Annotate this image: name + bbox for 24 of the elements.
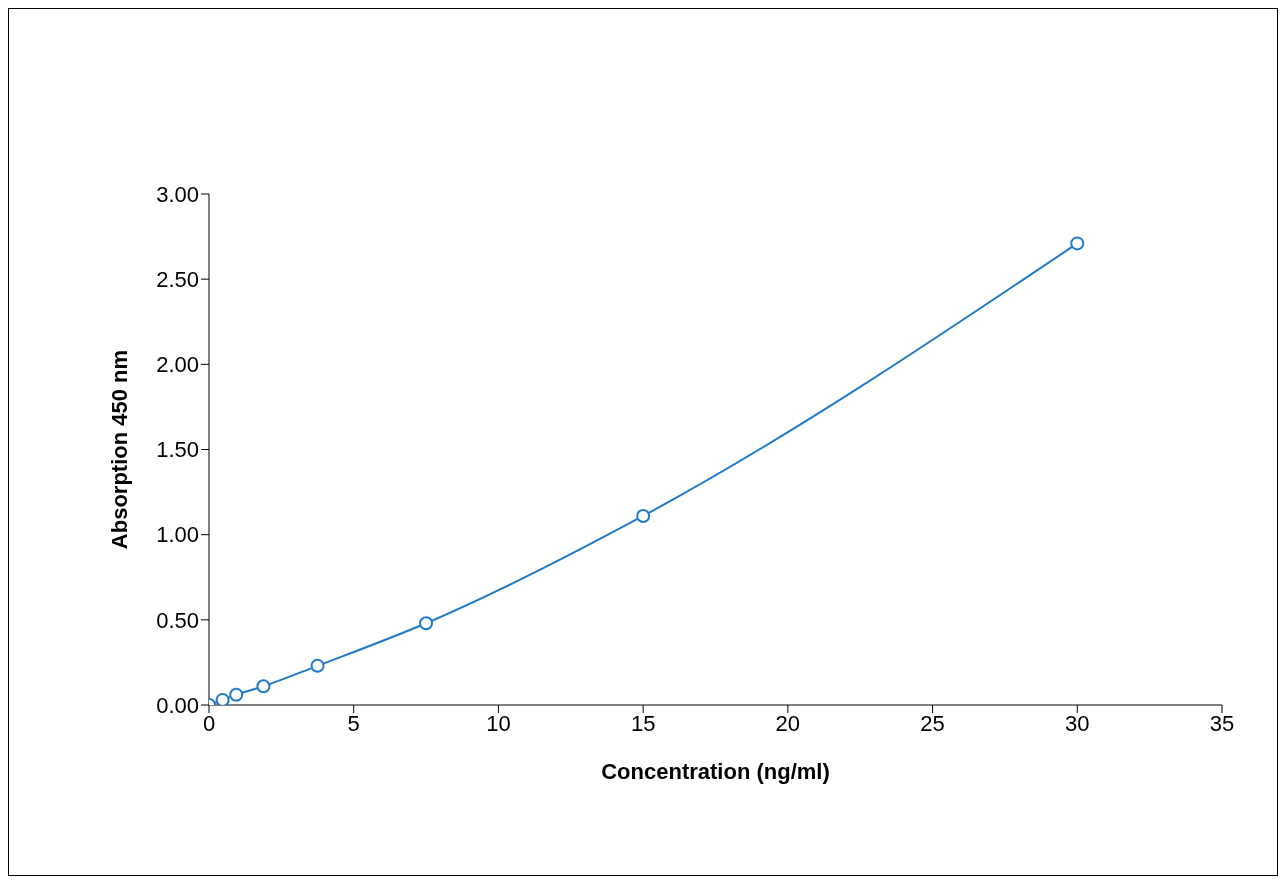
point <box>215 692 230 705</box>
x-axis-title: Concentration (ng/ml) <box>601 758 830 784</box>
y-tick-label: 1.50 <box>156 437 199 463</box>
x-tick-label: 35 <box>1209 710 1235 736</box>
y-tick-label: 1.00 <box>156 522 199 548</box>
x-tick-label: 25 <box>920 710 945 736</box>
x-tick-label: 20 <box>775 710 801 736</box>
x-tick-label: 0 <box>202 710 216 736</box>
x-tick-label: 5 <box>347 710 360 736</box>
point <box>636 508 651 523</box>
point <box>229 687 244 702</box>
x-tick-label: 15 <box>630 710 656 736</box>
y-tick-label: 0.00 <box>156 692 199 718</box>
x-tick-label: 30 <box>1065 710 1090 736</box>
y-tick-label: 2.50 <box>156 266 199 292</box>
point <box>310 658 325 673</box>
y-tick-label: 3.00 <box>156 181 199 207</box>
point <box>419 616 434 631</box>
point <box>256 679 271 694</box>
point <box>1070 236 1085 251</box>
y-axis-title: Absorption 450 nm <box>106 349 132 550</box>
y-tick-label: 0.50 <box>156 607 199 633</box>
x-tick-label: 10 <box>486 710 511 736</box>
y-tick-label: 2.00 <box>156 352 199 378</box>
